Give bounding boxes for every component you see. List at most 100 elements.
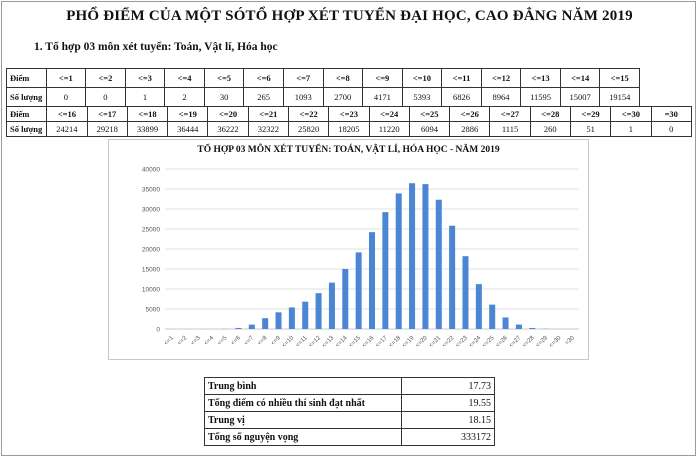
score-count-cell: 1 (124, 87, 166, 107)
score-count-cell: 19154 (599, 87, 640, 107)
table-row: Tổng số nguyện vọng 333172 (204, 428, 495, 446)
chart-title: TỔ HỢP 03 MÔN XÉT TUYỂN: TOÁN, VẬT LÍ, H… (197, 145, 500, 155)
score-header-cell: <=12 (480, 68, 522, 88)
x-tick-label: <=12 (308, 335, 322, 349)
bar (409, 183, 416, 329)
score-count-cell: 25820 (287, 121, 330, 137)
x-tick-label: <=8 (257, 335, 269, 347)
score-count-cell: 1 (610, 121, 652, 137)
x-tick-label: <=5 (217, 335, 229, 347)
bar (288, 307, 295, 329)
y-tick-label: 0 (156, 327, 160, 334)
stat-value: 17.73 (401, 377, 495, 395)
score-header-cell: <=6 (243, 68, 284, 88)
page-title: PHỔ ĐIỂM CỦA MỘT SÓTỔ HỢP XÉT TUYỂN ĐẠI … (66, 8, 633, 24)
score-count-cell: 5393 (401, 87, 443, 107)
x-tick-label: <=7 (244, 335, 256, 347)
table-row: Trung bình 17.73 (204, 377, 495, 395)
score-count-cell: 11220 (368, 121, 410, 137)
x-tick-label: <=2 (177, 335, 189, 347)
x-tick-label: <=6 (230, 335, 242, 347)
bar (502, 317, 509, 329)
score-header-cell: <=7 (282, 68, 324, 88)
score-table-1: Điểm <=1 <=2 <=3 <=4 <=5 <=6 <=7 <=8 <=9 <=10 <=11 <… (6, 68, 640, 107)
score-count-cell: 2886 (449, 121, 491, 137)
x-tick-label: <=17 (375, 335, 389, 349)
table-row-label: Số lượng (5, 121, 48, 137)
bar (422, 184, 429, 329)
bar (248, 324, 255, 329)
x-tick-label: <=27 (508, 335, 522, 349)
score-header-cell: <=27 (489, 106, 531, 122)
y-tick-label: 30000 (142, 207, 160, 214)
score-header-cell: <=26 (449, 106, 491, 122)
bar (449, 225, 456, 329)
score-header-cell: <=10 (401, 68, 443, 88)
score-count-cell: 24214 (46, 121, 88, 137)
y-tick-label: 20000 (142, 247, 160, 254)
x-tick-label: <=30 (548, 335, 562, 349)
x-tick-label: <=4 (204, 335, 216, 347)
score-count-cell: 4171 (362, 87, 403, 107)
score-count-cell: 29218 (86, 121, 128, 137)
stat-label: Tổng số nguyện vọng (204, 428, 402, 446)
score-count-cell: 36444 (167, 121, 209, 137)
table-row-label: Số lượng (6, 87, 47, 107)
x-tick-label: =30 (564, 335, 576, 347)
table-row-label: Điểm (5, 106, 48, 122)
score-count-cell: 2 (164, 87, 205, 107)
x-tick-label: <=23 (455, 335, 469, 349)
x-tick-label: <=21 (428, 335, 442, 349)
score-header-cell: <=25 (408, 106, 451, 122)
x-tick-label: <=18 (388, 335, 402, 349)
x-tick-label: <=14 (335, 335, 349, 349)
score-count-cell: 30 (203, 87, 245, 107)
bar-chart: 0 5000 10000 15000 20000 25000 30000 35000 40000… (142, 167, 579, 349)
bar (235, 327, 242, 329)
bar (382, 212, 389, 329)
score-header-cell: =30 (650, 106, 692, 122)
score-header-cell: <=18 (126, 106, 169, 122)
score-count-cell: 1115 (489, 121, 531, 137)
score-count-cell: 6094 (408, 121, 451, 137)
bar (475, 284, 482, 329)
table-row: Tổng điểm có nhiều thí sinh đạt nhất 19.5… (204, 394, 495, 412)
score-header-cell: <=2 (85, 68, 126, 88)
bar (355, 252, 362, 329)
y-tick-label: 25000 (142, 227, 160, 234)
x-tick-label: <=15 (348, 335, 362, 349)
score-count-cell: 8964 (480, 87, 522, 107)
stat-label: Trung bình (204, 377, 402, 395)
score-header-cell: <=24 (368, 106, 410, 122)
score-header-cell: <=29 (569, 106, 612, 122)
score-header-cell: <=17 (86, 106, 128, 122)
x-tick-label: <=16 (361, 335, 375, 349)
score-header-cell: <=15 (599, 68, 640, 88)
score-header-cell: <=21 (247, 106, 289, 122)
stat-label: Trung vị (204, 411, 402, 429)
bar (315, 293, 322, 329)
score-count-cell: 1093 (282, 87, 324, 107)
section-title: 1. Tổ hợp 03 môn xét tuyển: Toán, Vật lí… (34, 41, 278, 53)
y-tick-label: 15000 (142, 267, 160, 274)
score-header-cell: <=30 (610, 106, 652, 122)
table-row-label: Điểm (6, 68, 47, 88)
score-count-cell: 0 (45, 87, 87, 107)
score-header-cell: <=22 (287, 106, 330, 122)
score-header-cell: <=1 (45, 68, 87, 88)
score-count-cell: 18205 (328, 121, 370, 137)
stat-label: Tổng điểm có nhiều thí sinh đạt nhất (204, 394, 402, 412)
x-tick-label: <=13 (321, 335, 335, 349)
score-count-cell: 0 (650, 121, 692, 137)
x-tick-label: <=20 (415, 335, 429, 349)
score-table-2: Điểm <=16 <=17 <=18 <=19 <=20 <=21 <=22 <=23 <=24… (5, 106, 692, 137)
bar (275, 312, 282, 329)
bar (435, 199, 442, 329)
score-count-cell: 33899 (126, 121, 169, 137)
score-count-cell: 6826 (441, 87, 482, 107)
bar (328, 282, 335, 329)
score-header-cell: <=23 (328, 106, 370, 122)
stat-value: 18.15 (401, 411, 495, 429)
x-tick-label: <=19 (402, 335, 416, 349)
score-count-cell: 260 (529, 121, 571, 137)
